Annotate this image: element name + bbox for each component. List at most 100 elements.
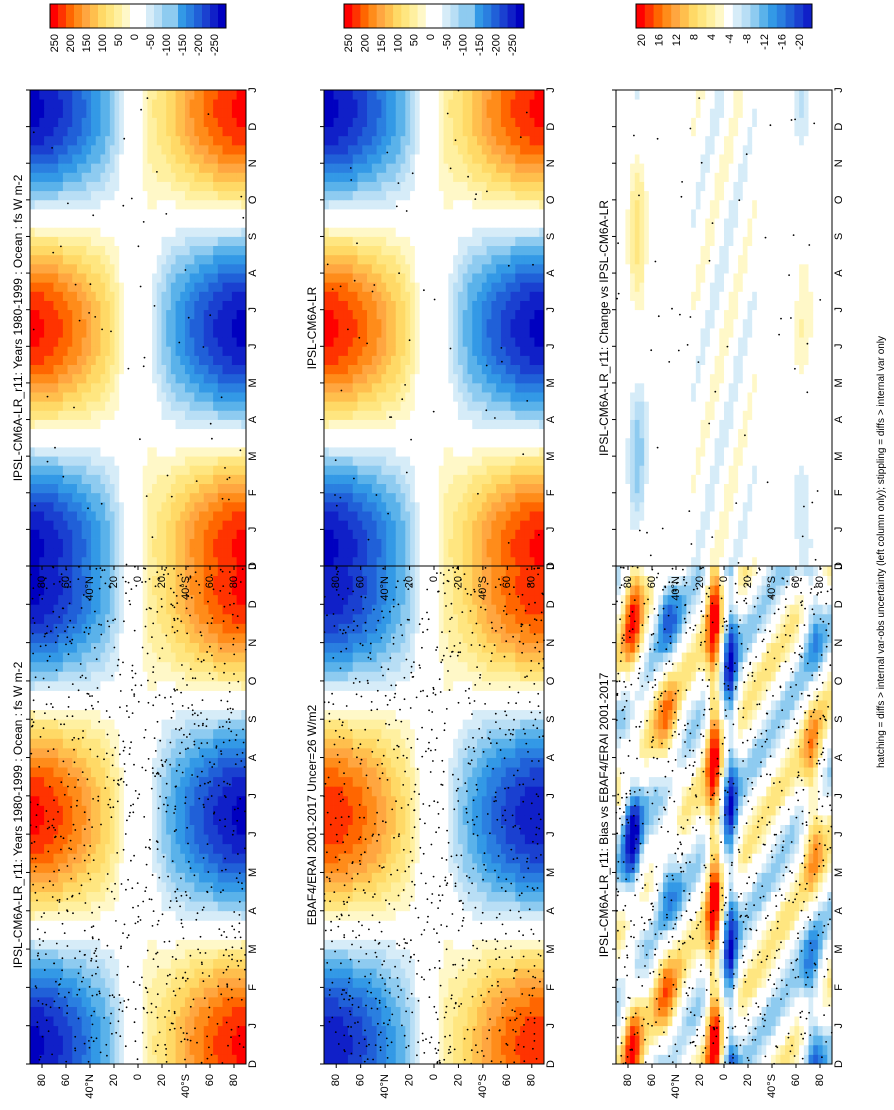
- stipple-dot: [97, 966, 99, 968]
- heat-cell: [204, 539, 209, 549]
- heat-cell: [204, 337, 209, 347]
- heat-cell: [138, 949, 143, 959]
- stipple-dot: [131, 689, 133, 691]
- heat-cell: [237, 758, 242, 768]
- stipple-dot: [100, 624, 102, 626]
- heat-cell: [133, 502, 138, 512]
- heat-cell: [68, 614, 73, 624]
- heat-cell: [96, 777, 101, 787]
- heat-cell: [208, 502, 213, 512]
- heat-cell: [143, 844, 148, 854]
- heat-cell: [213, 319, 218, 329]
- heat-cell: [58, 310, 63, 320]
- heat-cell: [30, 1054, 35, 1064]
- heat-cell: [124, 465, 129, 475]
- heat-cell: [35, 748, 40, 758]
- stipple-dot: [85, 902, 87, 904]
- stipple-dot: [221, 753, 223, 755]
- heat-cell: [208, 401, 213, 411]
- heat-cell: [180, 236, 185, 246]
- heat-cell: [232, 1026, 237, 1036]
- heat-cell: [129, 872, 134, 882]
- heat-cell: [138, 767, 143, 777]
- heat-cell: [44, 346, 49, 356]
- heat-cell: [82, 930, 87, 940]
- heat-cell: [180, 301, 185, 311]
- heat-cell: [223, 291, 228, 301]
- heat-cell: [147, 815, 152, 825]
- heat-cell: [30, 844, 35, 854]
- heat-cell: [237, 729, 242, 739]
- heat-cell: [77, 738, 82, 748]
- stipple-dot: [175, 897, 177, 899]
- heat-cell: [218, 710, 223, 720]
- heat-cell: [180, 796, 185, 806]
- heat-cell: [72, 920, 77, 930]
- heat-cell: [129, 255, 134, 265]
- heat-cell: [39, 401, 44, 411]
- heat-cell: [227, 844, 232, 854]
- heat-cell: [133, 652, 138, 662]
- heat-cell: [232, 310, 237, 320]
- heat-cell: [44, 465, 49, 475]
- heat-cell: [72, 474, 77, 484]
- heat-cell: [49, 777, 54, 787]
- heat-cell: [190, 978, 195, 988]
- heat-cell: [213, 539, 218, 549]
- heat-cell: [86, 291, 91, 301]
- heat-cell: [208, 729, 213, 739]
- heat-cell: [30, 911, 35, 921]
- heat-cell: [100, 844, 105, 854]
- stipple-dot: [193, 999, 195, 1001]
- heat-cell: [133, 401, 138, 411]
- stipple-dot: [164, 1016, 166, 1018]
- stipple-dot: [222, 571, 224, 573]
- stipple-dot: [114, 647, 116, 649]
- heat-cell: [100, 595, 105, 605]
- heat-cell: [35, 236, 40, 246]
- heat-cell: [96, 319, 101, 329]
- heat-cell: [72, 959, 77, 969]
- stipple-dot: [94, 647, 96, 649]
- heat-cell: [115, 392, 120, 402]
- heat-cell: [105, 777, 110, 787]
- stipple-dot: [180, 1041, 182, 1043]
- heat-cell: [157, 738, 162, 748]
- heat-cell: [161, 392, 166, 402]
- stipple-dot: [206, 1036, 208, 1038]
- stipple-dot: [145, 626, 147, 628]
- stipple-dot: [165, 797, 167, 799]
- heat-cell: [119, 1045, 124, 1055]
- heat-cell: [72, 1054, 77, 1064]
- heat-cell: [86, 1026, 91, 1036]
- heat-cell: [53, 502, 58, 512]
- heat-cell: [232, 529, 237, 539]
- heat-cell: [119, 401, 124, 411]
- heat-cell: [96, 529, 101, 539]
- heat-cell: [194, 502, 199, 512]
- heat-cell: [208, 691, 213, 701]
- lat-tick-label: 60: [60, 1074, 72, 1086]
- heat-cell: [68, 748, 73, 758]
- heat-cell: [147, 273, 152, 283]
- heat-cell: [91, 834, 96, 844]
- heat-cell: [77, 346, 82, 356]
- heat-cell: [129, 1054, 134, 1064]
- heat-cell: [208, 383, 213, 393]
- heat-cell: [161, 502, 166, 512]
- time-tick-label: A: [247, 753, 259, 761]
- heat-cell: [129, 710, 134, 720]
- stipple-dot: [175, 977, 177, 979]
- heat-cell: [180, 997, 185, 1007]
- heat-cell: [86, 566, 91, 576]
- heat-cell: [152, 786, 157, 796]
- heat-cell: [39, 1026, 44, 1036]
- heat-cell: [227, 365, 232, 375]
- stipple-dot: [57, 635, 59, 637]
- heat-cell: [208, 901, 213, 911]
- stipple-dot: [146, 609, 148, 611]
- stipple-dot: [142, 901, 144, 903]
- stipple-dot: [55, 642, 57, 644]
- heat-cell: [237, 328, 242, 338]
- heat-cell: [218, 691, 223, 701]
